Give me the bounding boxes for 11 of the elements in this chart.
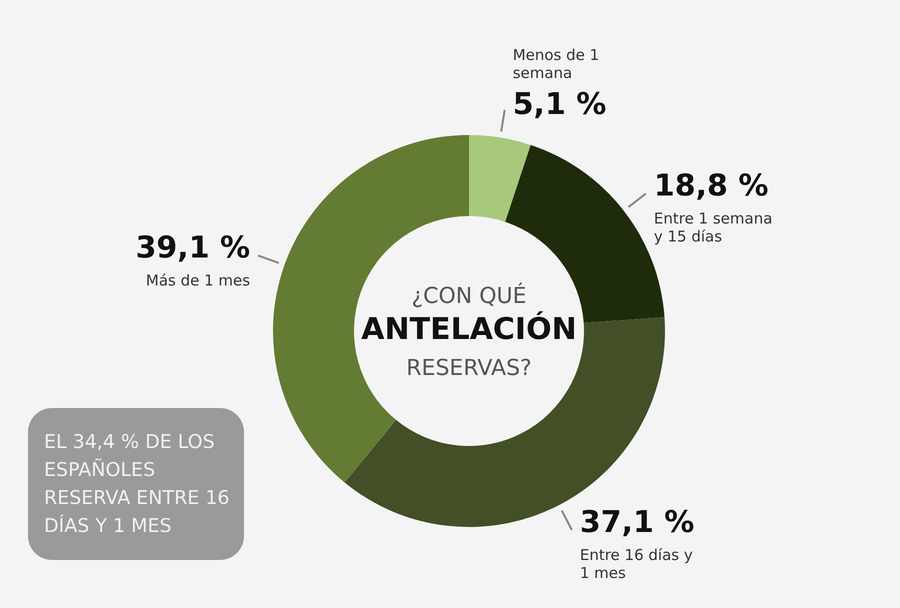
slice-label: Menos de 1 semana — [512, 46, 600, 82]
data-label: 39,1 % — [136, 230, 250, 266]
slice-label: Más de 1 mes — [146, 272, 250, 290]
text: EL 34,4 % DE LOS ESPAÑOLES RESERVA ENTRE 16 DÍAS Y 1 MES — [44, 431, 230, 537]
slice-label: Entre 1 semana y 15 días — [654, 210, 772, 246]
slice-label: Entre 16 días y 1 mes — [580, 546, 693, 582]
data-label: 37,1 % — [580, 504, 694, 540]
text: ¿CON QUÉ ANTELACIÓN RESERVAS? — [361, 282, 577, 381]
donut-slice — [469, 135, 531, 222]
data-label: 5,1 % — [512, 86, 606, 122]
data-label: 18,8 % — [654, 168, 768, 204]
